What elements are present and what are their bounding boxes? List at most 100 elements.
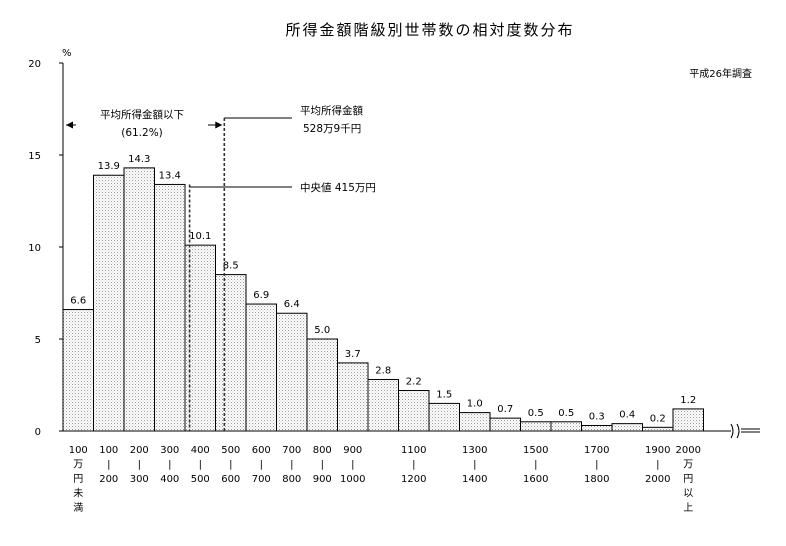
bar <box>62 309 94 432</box>
x-category-label: 200 <box>130 445 149 456</box>
x-category-label: | <box>168 460 171 471</box>
bar <box>642 426 674 432</box>
bar <box>93 174 125 432</box>
x-category-label: 200 <box>99 474 118 485</box>
bar-value-label: 0.2 <box>650 413 666 424</box>
y-axis-unit: % <box>62 48 72 59</box>
bar-value-label: 6.9 <box>253 290 269 301</box>
x-category-label: 1200 <box>401 474 426 485</box>
x-category-label: 100 <box>69 445 88 456</box>
value-labels: 6.6 13.9 14.3 13.4 10.1 8.5 6.9 6.4 5.0 3.7 2.8 2.2… <box>70 154 696 424</box>
x-category-label: 1400 <box>462 474 487 485</box>
bar-value-label: 0.7 <box>497 404 513 415</box>
x-category-label: | <box>138 460 141 471</box>
x-category-label: 800 <box>282 474 301 485</box>
x-category-label: 万 <box>73 460 83 471</box>
x-category-label: | <box>260 460 263 471</box>
bar <box>459 412 491 432</box>
x-category-label: 満 <box>73 502 83 514</box>
x-category-label: | <box>229 460 232 471</box>
axis-break-mark <box>730 423 760 439</box>
median-label: 中央値 415万円 <box>300 181 376 194</box>
bar-value-label: 2.8 <box>375 365 391 376</box>
x-category-label: | <box>534 460 537 471</box>
x-category-label: 1800 <box>584 474 609 485</box>
break-curve-left <box>730 423 734 439</box>
bar <box>215 274 247 432</box>
bar-value-label: 14.3 <box>128 154 150 165</box>
y-tick-label: 10 <box>28 243 41 254</box>
bar-value-label: 0.3 <box>589 411 605 422</box>
x-category-label: 300 <box>160 445 179 456</box>
bar <box>581 424 613 432</box>
x-category-label: 900 <box>313 474 332 485</box>
below-mean-arrowhead-right <box>215 121 223 129</box>
bar <box>611 423 643 432</box>
x-category-label: | <box>412 460 415 471</box>
bar <box>154 183 186 432</box>
x-category-label: | <box>351 460 354 471</box>
x-category-label: 500 <box>221 445 240 456</box>
y-tick-label: 20 <box>28 59 41 70</box>
x-category-label: 1000 <box>340 474 365 485</box>
bar-value-label: 2.2 <box>406 377 422 388</box>
bar-value-label: 0.5 <box>528 408 544 419</box>
bars <box>62 167 704 432</box>
x-category-label: | <box>290 460 293 471</box>
below-mean-label: 平均所得金額以下 <box>100 108 184 121</box>
x-category-label: 1300 <box>462 445 487 456</box>
x-category-label: 800 <box>313 445 332 456</box>
x-category-label: 600 <box>252 445 271 456</box>
bar-value-label: 13.9 <box>98 161 120 172</box>
x-category-label: 2000 <box>645 474 670 485</box>
x-category-label: | <box>321 460 324 471</box>
x-category-label: 1500 <box>523 445 548 456</box>
y-tick-label: 15 <box>28 151 41 162</box>
bar <box>306 338 338 432</box>
bar-value-label: 1.2 <box>680 395 696 406</box>
x-category-label: 1900 <box>645 445 670 456</box>
x-category-label: 400 <box>160 474 179 485</box>
x-category-label: | <box>199 460 202 471</box>
bar <box>337 362 369 432</box>
break-curve-right <box>736 423 740 439</box>
x-category-label: 400 <box>191 445 210 456</box>
x-category-label: 円 <box>683 474 693 485</box>
bar <box>276 312 308 432</box>
bar <box>520 421 552 432</box>
x-category-label: 1700 <box>584 445 609 456</box>
bar-value-label: 1.5 <box>436 389 452 400</box>
x-category-label: | <box>473 460 476 471</box>
bar <box>245 303 277 432</box>
survey-note: 平成26年調査 <box>689 67 752 80</box>
mean-label: 平均所得金額 <box>300 104 363 117</box>
bar <box>398 390 430 432</box>
y-tick-label: 0 <box>35 427 41 438</box>
bar-value-label: 0.5 <box>558 408 574 419</box>
x-category-label: 2000 <box>676 445 701 456</box>
bar-value-label: 5.0 <box>314 325 330 336</box>
break-gap <box>731 424 743 438</box>
x-category-label: 円 <box>73 474 83 485</box>
x-category-label: 500 <box>191 474 210 485</box>
below-mean-value: (61.2%) <box>121 127 163 139</box>
bar <box>428 402 460 432</box>
x-category-label: 700 <box>252 474 271 485</box>
bar <box>550 421 582 432</box>
x-category-label: 未 <box>73 488 83 500</box>
bar-value-label: 8.5 <box>223 261 239 272</box>
x-category-label: 900 <box>343 445 362 456</box>
x-category-label: 万 <box>683 460 693 471</box>
bar-value-label: 0.4 <box>619 410 635 421</box>
bar <box>367 378 399 432</box>
bar-value-label: 6.6 <box>70 296 86 307</box>
below-mean-arrowhead-left <box>66 121 73 129</box>
y-tick-label: 5 <box>35 335 41 346</box>
x-category-label: 300 <box>130 474 149 485</box>
bar <box>123 167 155 432</box>
x-category-label: | <box>107 460 110 471</box>
x-category-label: 100 <box>99 445 118 456</box>
